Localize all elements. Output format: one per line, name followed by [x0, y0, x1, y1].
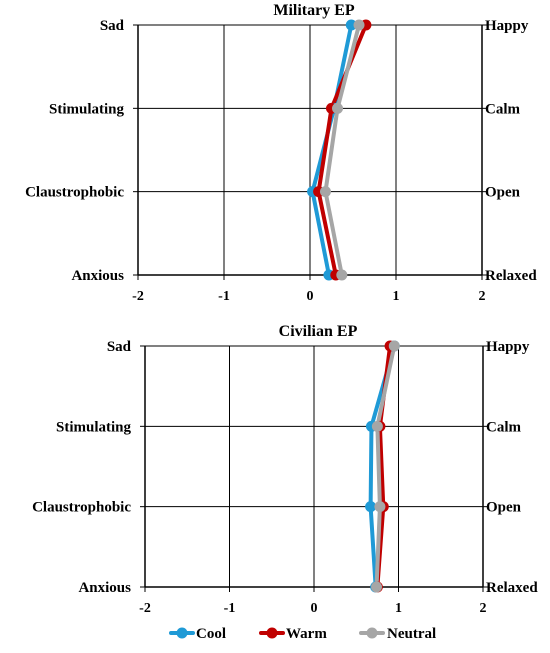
x-tick-label: 0 — [307, 289, 314, 304]
data-point-neutral — [332, 102, 344, 114]
series-line-cool — [368, 344, 397, 589]
data-point-neutral — [374, 501, 386, 513]
civilian-ep-panel: Civilian EP -2 -1 0 1 2 Sad Happy Stimulating Cal… — [32, 323, 538, 616]
data-point-neutral — [319, 186, 331, 198]
x-tick-label: 2 — [479, 289, 486, 304]
legend-label-neutral: Neutral — [387, 626, 436, 642]
left-label-sad: Sad — [100, 18, 125, 34]
legend-label-cool: Cool — [196, 626, 226, 642]
x-tick-label: -1 — [224, 601, 236, 616]
data-point-neutral — [336, 269, 348, 281]
left-label-sad: Sad — [107, 339, 132, 355]
series-line-neutral — [374, 344, 397, 589]
x-tick-label: 1 — [393, 289, 400, 304]
x-tick-label: 0 — [311, 601, 318, 616]
right-label-calm: Calm — [486, 419, 522, 435]
right-label-calm: Calm — [485, 101, 521, 117]
x-tick-label: -2 — [139, 601, 151, 616]
left-label-stimulating: Stimulating — [56, 419, 132, 435]
data-point-cool — [365, 501, 377, 513]
x-tick-label: 2 — [480, 601, 487, 616]
chart-title: Military EP — [273, 2, 355, 19]
data-point-neutral — [353, 19, 365, 31]
military-ep-panel: Military EP -2 -1 0 1 2 Sad Happy Stimulating Cal… — [25, 2, 537, 304]
legend-marker-cool — [176, 627, 188, 639]
legend-label-warm: Warm — [286, 626, 327, 642]
legend-marker-neutral — [366, 627, 378, 639]
data-point-neutral — [371, 581, 383, 593]
right-label-relaxed: Relaxed — [485, 268, 537, 284]
data-point-neutral — [371, 420, 383, 432]
left-label-stimulating: Stimulating — [49, 101, 125, 117]
left-label-claustrophobic: Claustrophobic — [32, 500, 131, 516]
legend-marker-warm — [266, 627, 278, 639]
right-label-open: Open — [485, 185, 521, 201]
legend: Cool Warm Neutral — [169, 626, 436, 642]
series-line-neutral — [323, 23, 362, 277]
data-point-neutral — [388, 340, 400, 352]
left-label-anxious: Anxious — [71, 268, 124, 284]
x-tick-label: -1 — [218, 289, 230, 304]
right-label-happy: Happy — [486, 339, 530, 355]
x-tick-label: 1 — [395, 601, 402, 616]
right-label-open: Open — [486, 500, 522, 516]
data-point-cool — [345, 19, 357, 31]
right-label-relaxed: Relaxed — [486, 580, 538, 596]
x-tick-label: -2 — [132, 289, 144, 304]
left-label-anxious: Anxious — [78, 580, 131, 596]
right-label-happy: Happy — [485, 18, 529, 34]
left-label-claustrophobic: Claustrophobic — [25, 185, 124, 201]
chart-title: Civilian EP — [279, 323, 358, 340]
